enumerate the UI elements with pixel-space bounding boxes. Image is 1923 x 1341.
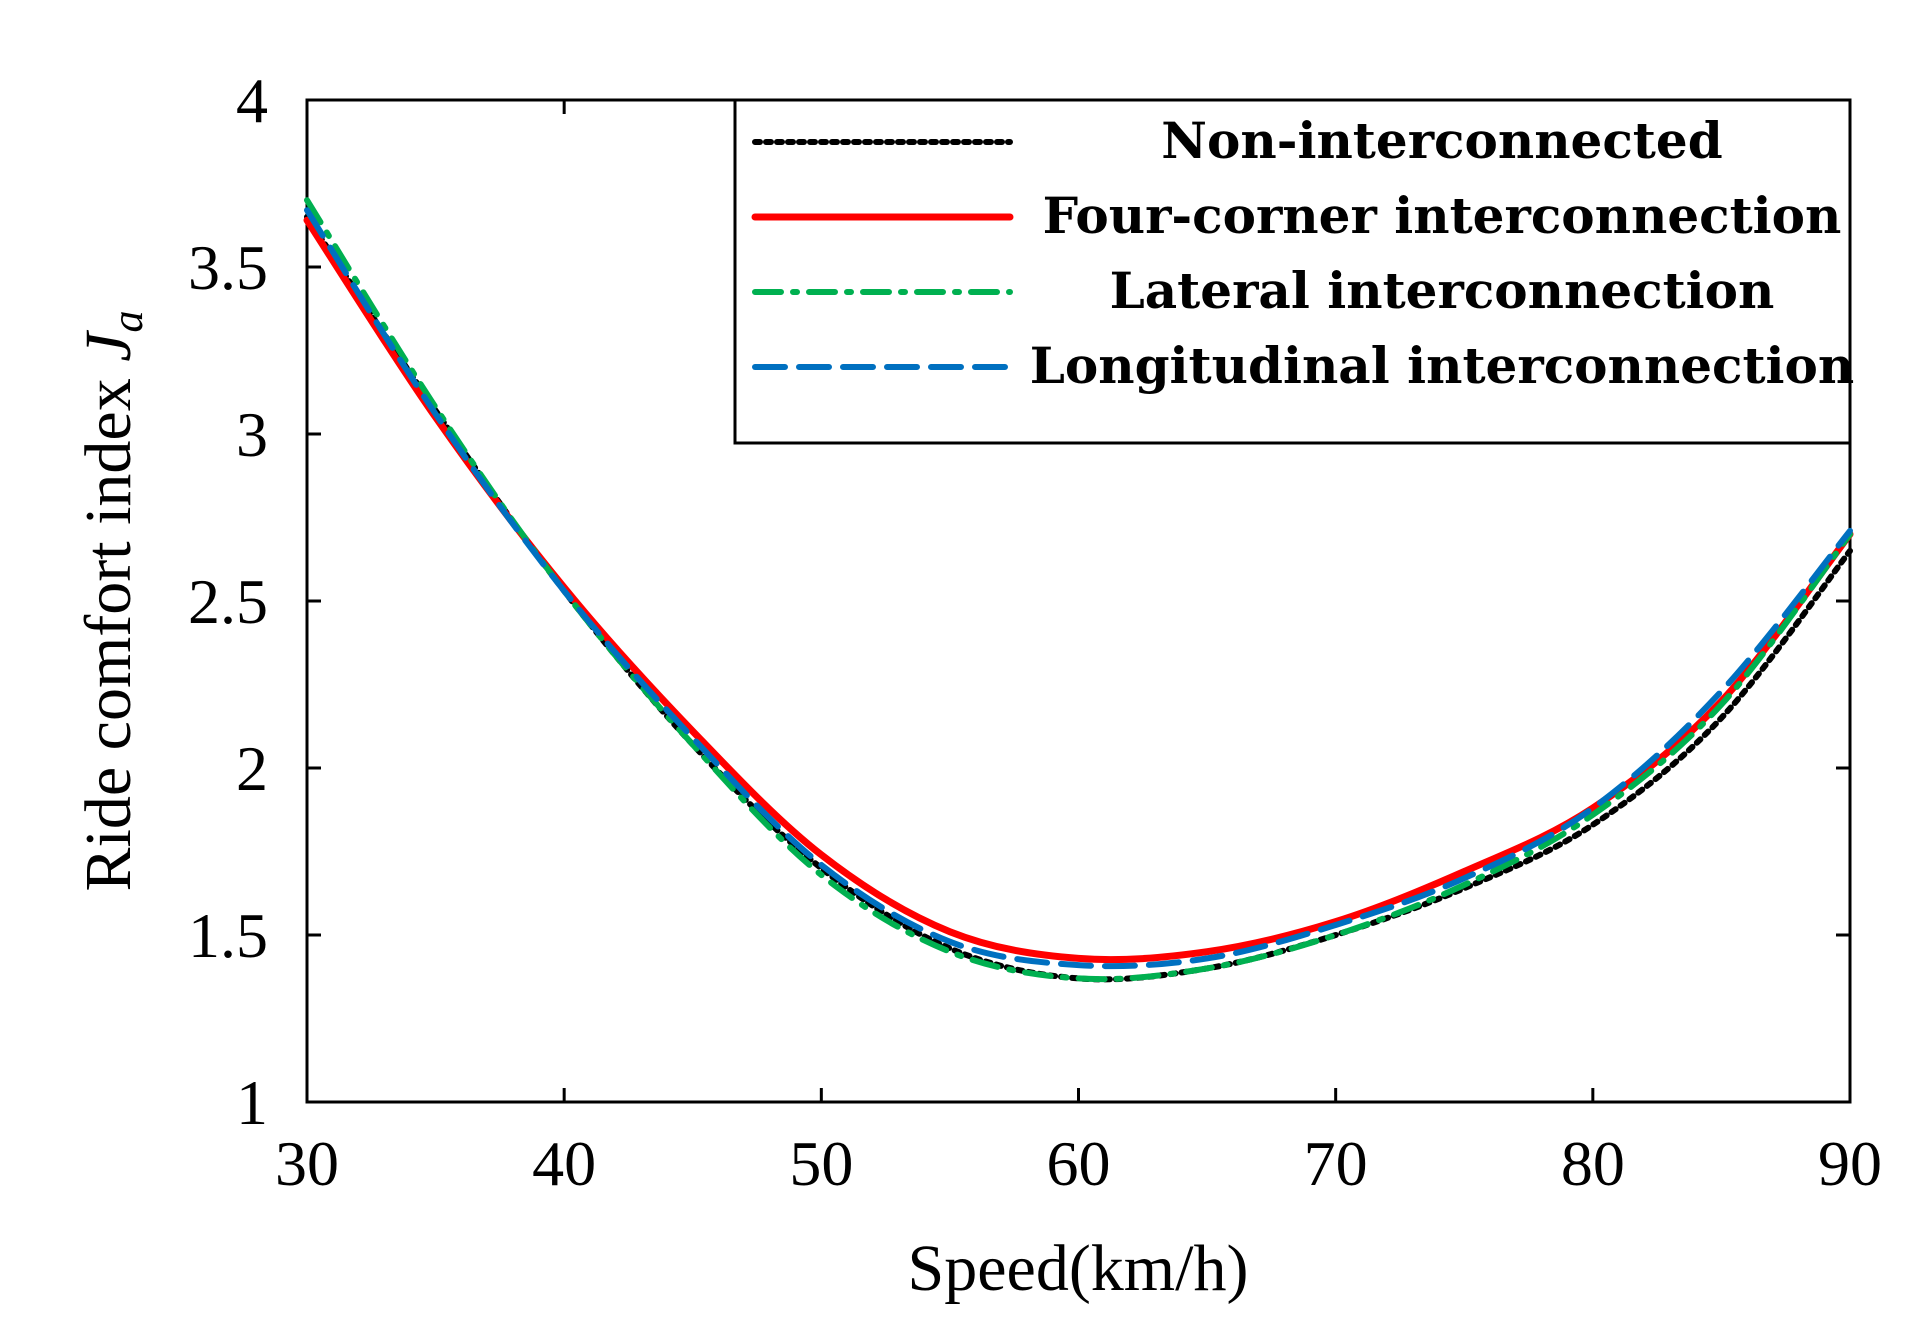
series-lateral bbox=[304, 197, 1853, 983]
y-axis-title-subscript: a bbox=[103, 310, 152, 332]
legend-label: Longitudinal interconnection bbox=[1030, 336, 1855, 395]
y-axis-title: Ride comfort index Ja bbox=[72, 310, 152, 891]
y-tick-label: 1 bbox=[236, 1067, 268, 1138]
legend-items: Non-interconnected Four-corner interconne… bbox=[751, 111, 1855, 395]
y-tick-label: 2.5 bbox=[188, 566, 268, 637]
x-tick-label: 30 bbox=[275, 1128, 339, 1199]
series-longitudinal bbox=[304, 207, 1853, 970]
x-axis-title: Speed(km/h) bbox=[908, 1232, 1249, 1305]
series-lines bbox=[303, 197, 1854, 983]
y-axis-title-text: Ride comfort index bbox=[72, 362, 145, 892]
y-axis-title-symbol: J bbox=[72, 330, 145, 362]
y-tick-label: 2 bbox=[236, 733, 268, 804]
x-tick-label: 70 bbox=[1304, 1128, 1368, 1199]
x-tick-label: 40 bbox=[532, 1128, 596, 1199]
legend-box bbox=[733, 98, 1852, 445]
x-tick-label: 80 bbox=[1561, 1128, 1625, 1199]
legend-label: Non-interconnected bbox=[1161, 111, 1722, 170]
legend-label: Lateral interconnection bbox=[1110, 261, 1775, 320]
x-tick-label: 90 bbox=[1818, 1128, 1882, 1199]
y-tick-label: 1.5 bbox=[188, 900, 268, 971]
legend-label: Four-corner interconnection bbox=[1043, 186, 1842, 245]
legend: Non-interconnected Four-corner interconne… bbox=[733, 98, 1855, 445]
x-tick-label: 60 bbox=[1047, 1128, 1111, 1199]
axis-tick-labels: 30 40 50 60 70 80 90 1 1.5 2 2.5 3 3.5 4 bbox=[188, 65, 1882, 1199]
y-tick-label: 4 bbox=[236, 65, 268, 136]
y-tick-label: 3 bbox=[236, 399, 268, 470]
x-tick-label: 50 bbox=[789, 1128, 853, 1199]
y-tick-label: 3.5 bbox=[188, 232, 268, 303]
